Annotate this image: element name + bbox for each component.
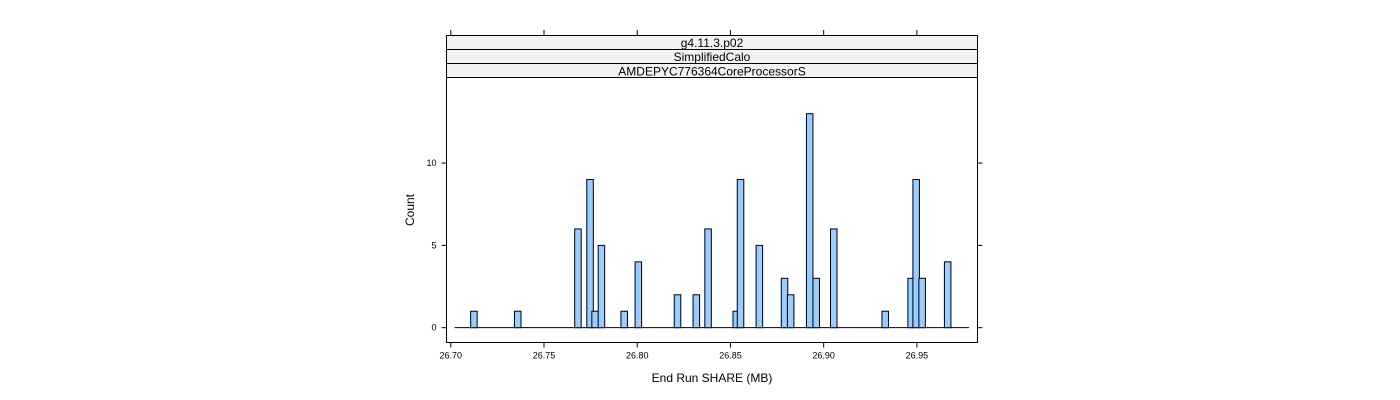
- histogram-bar: [805, 113, 814, 329]
- x-tick-label: 26.80: [626, 351, 649, 361]
- histogram-bar: [786, 294, 795, 329]
- x-axis-label: End Run SHARE (MB): [652, 371, 773, 385]
- y-axis-label: Count: [403, 193, 417, 226]
- histogram-bar: [736, 179, 745, 329]
- histogram-bar: [829, 228, 838, 329]
- histogram-bar: [704, 228, 712, 329]
- x-tick-label: 26.90: [812, 351, 835, 361]
- histogram-bar: [881, 310, 889, 329]
- histogram-bar: [513, 310, 522, 329]
- y-tick-label: 0: [431, 323, 436, 333]
- y-axis-ticks: 0 5 10: [426, 158, 983, 333]
- x-tick-label: 26.95: [906, 351, 929, 361]
- x-tick-label: 26.85: [719, 351, 742, 361]
- strip-label-1: g4.11.3.p02: [681, 36, 744, 50]
- histogram-bar: [780, 277, 789, 329]
- x-tick-label: 26.75: [533, 351, 556, 361]
- strip-group: g4.11.3.p02 SimplifiedCalo AMDEPYC776364…: [446, 35, 978, 79]
- strip-label-3: AMDEPYC776364CoreProcessorS: [618, 65, 805, 79]
- histogram-bar: [673, 294, 682, 329]
- histogram-bar: [634, 261, 643, 329]
- bars-group: [470, 113, 952, 329]
- histogram-bar: [470, 310, 478, 329]
- x-tick-label: 26.70: [440, 351, 463, 361]
- histogram-bar: [812, 277, 820, 329]
- histogram-bar: [586, 179, 594, 329]
- histogram-bar: [620, 310, 628, 329]
- histogram-bar: [692, 294, 701, 329]
- histogram-bar: [943, 261, 952, 329]
- histogram-bar: [912, 179, 920, 329]
- strip-label-2: SimplifiedCalo: [674, 50, 751, 64]
- histogram-bar: [918, 277, 926, 329]
- x-axis-ticks: 26.70 26.75 26.80 26.85 26.90 26.95: [440, 30, 929, 361]
- y-tick-label: 5: [431, 240, 436, 250]
- histogram-bar: [574, 228, 582, 329]
- histogram-bar: [591, 310, 599, 329]
- histogram-bar: [597, 244, 606, 329]
- plot-frame: [446, 77, 978, 343]
- y-tick-label: 10: [426, 158, 436, 168]
- histogram-bar: [755, 244, 764, 329]
